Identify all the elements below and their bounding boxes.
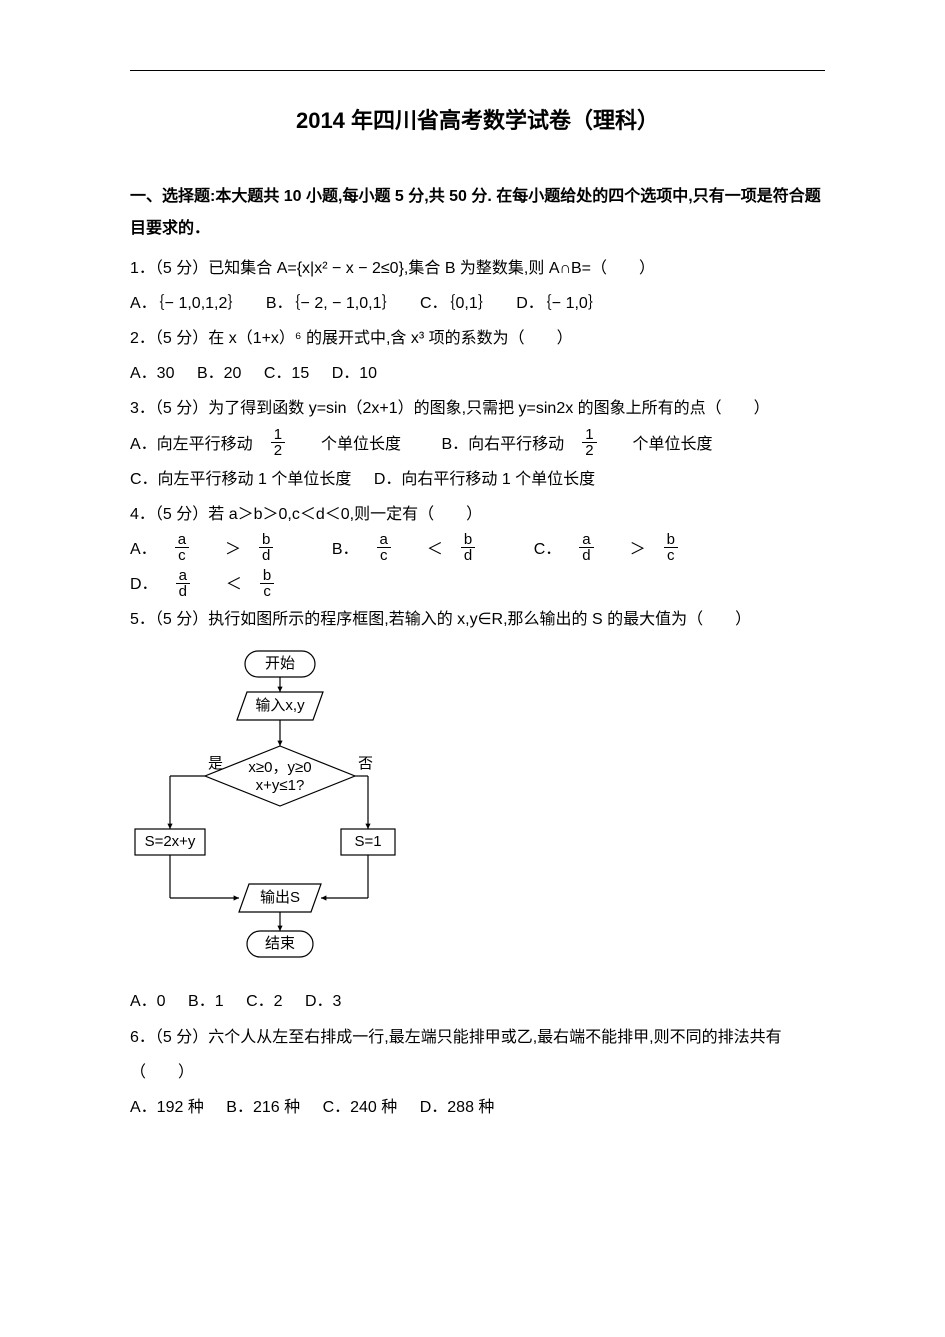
q1-option-c: C．｛0,1｝ xyxy=(420,295,494,312)
q5-option-b: B．1 xyxy=(188,993,224,1010)
q3-option-b: B．向右平行移动12个单位长度 xyxy=(442,436,731,453)
question-1-options: A．｛− 1,0,1,2｝ B．｛− 2, − 1,0,1｝ C．｛0,1｝ D… xyxy=(130,286,825,321)
page-title: 2014 年四川省高考数学试卷（理科） xyxy=(130,101,825,141)
q1-option-a: A．｛− 1,0,1,2｝ xyxy=(130,295,243,312)
question-4-stem: 4．（5 分）若 a＞b＞0,c＜d＜0,则一定有（ ） xyxy=(130,497,825,532)
question-3-options-row1: A．向左平行移动12个单位长度 B．向右平行移动12个单位长度 xyxy=(130,427,825,462)
q2-option-c: C．15 xyxy=(264,365,309,382)
svg-text:结束: 结束 xyxy=(265,935,295,952)
q5-option-a: A．0 xyxy=(130,993,166,1010)
q5-option-d: D．3 xyxy=(305,993,341,1010)
q2-option-b: B．20 xyxy=(197,365,241,382)
question-2-options: A．30 B．20 C．15 D．10 xyxy=(130,356,825,391)
page-top-rule xyxy=(130,70,825,71)
q1-option-b: B．｛− 2, − 1,0,1｝ xyxy=(266,295,398,312)
svg-text:输入x,y: 输入x,y xyxy=(255,697,305,714)
svg-text:S=1: S=1 xyxy=(354,833,381,850)
q3-option-d: D．向右平行移动 1 个单位长度 xyxy=(374,471,595,488)
question-5-stem: 5．（5 分）执行如图所示的程序框图,若输入的 x,y∈R,那么输出的 S 的最… xyxy=(130,602,825,637)
question-5-options: A．0 B．1 C．2 D．3 xyxy=(130,984,825,1019)
q6-option-c: C．240 种 xyxy=(323,1099,398,1116)
q5-option-c: C．2 xyxy=(246,993,282,1010)
q3-b-pre: B．向右平行移动 xyxy=(442,436,565,453)
section-heading: 一、选择题:本大题共 10 小题,每小题 5 分,共 50 分. 在每小题给处的… xyxy=(130,181,825,245)
svg-text:是: 是 xyxy=(208,755,223,772)
q1-option-d: D．｛− 1,0｝ xyxy=(516,295,604,312)
flowchart-svg: 开始输入x,y x≥0，y≥0x+y≤1? S=2x+y S=1 输出S 结束 是 否 xyxy=(130,646,400,966)
flowchart-figure: 开始输入x,y x≥0，y≥0x+y≤1? S=2x+y S=1 输出S 结束 是 否 xyxy=(130,646,825,977)
svg-text:否: 否 xyxy=(358,755,373,772)
q3-a-post: 个单位长度 xyxy=(321,436,401,453)
question-1-stem: 1．（5 分）已知集合 A={x|x² − x − 2≤0},集合 B 为整数集… xyxy=(130,251,825,286)
svg-text:x+y≤1?: x+y≤1? xyxy=(256,777,305,794)
q3-option-a: A．向左平行移动12个单位长度 xyxy=(130,436,424,453)
question-4-options: A．ac＞bd B．ac＜bd C．ad＞bc D．ad＜bc xyxy=(130,532,825,602)
question-3-options-row2: C．向左平行移动 1 个单位长度 D．向右平行移动 1 个单位长度 xyxy=(130,462,825,497)
question-2-stem: 2．（5 分）在 x（1+x）⁶ 的展开式中,含 x³ 项的系数为（ ） xyxy=(130,321,825,356)
q6-option-a: A．192 种 xyxy=(130,1099,204,1116)
q3-a-pre: A．向左平行移动 xyxy=(130,436,253,453)
q4-option-c: C．ad＞bc xyxy=(534,541,714,558)
q4-option-b: B．ac＜bd xyxy=(332,541,516,558)
q6-option-d: D．288 种 xyxy=(420,1099,495,1116)
q2-option-d: D．10 xyxy=(332,365,377,382)
svg-text:开始: 开始 xyxy=(265,655,295,672)
svg-text:S=2x+y: S=2x+y xyxy=(145,833,196,850)
fraction-half-icon: 12 xyxy=(582,427,614,458)
question-6-stem: 6．（5 分）六个人从左至右排成一行,最左端只能排甲或乙,最右端不能排甲,则不同… xyxy=(130,1020,825,1090)
fraction-half-icon: 12 xyxy=(271,427,303,458)
svg-text:输出S: 输出S xyxy=(260,889,300,906)
question-3-stem: 3．（5 分）为了得到函数 y=sin（2x+1）的图象,只需把 y=sin2x… xyxy=(130,391,825,426)
q4-option-a: A．ac＞bd xyxy=(130,541,314,558)
q4-option-d: D．ad＜bc xyxy=(130,576,310,593)
q2-option-a: A．30 xyxy=(130,365,174,382)
q3-b-post: 个单位长度 xyxy=(633,436,713,453)
svg-text:x≥0，y≥0: x≥0，y≥0 xyxy=(248,759,311,776)
q6-option-b: B．216 种 xyxy=(226,1099,300,1116)
q3-option-c: C．向左平行移动 1 个单位长度 xyxy=(130,471,351,488)
question-6-options: A．192 种 B．216 种 C．240 种 D．288 种 xyxy=(130,1090,825,1125)
